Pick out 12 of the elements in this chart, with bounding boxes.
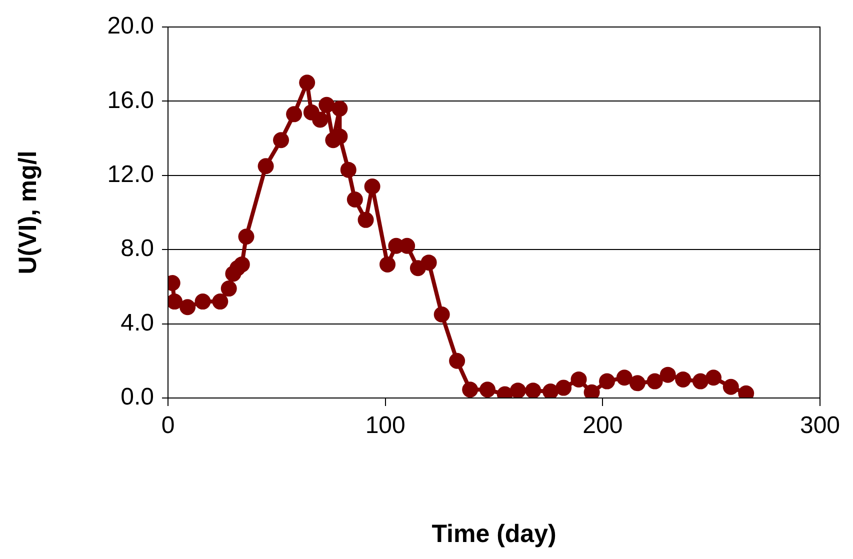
- x-tick-label: 0: [161, 412, 175, 440]
- x-tick-label: 200: [582, 412, 623, 440]
- y-tick-label: 0.0: [120, 384, 154, 411]
- y-tick-label: 8.0: [120, 235, 154, 262]
- y-tick-label: 16.0: [107, 86, 154, 114]
- y-tick-label: 20.0: [107, 12, 154, 40]
- y-tick-label: 12.0: [107, 161, 154, 188]
- y-axis-title: U(VI), mg/l: [14, 150, 42, 274]
- x-axis-title: Time (day): [432, 520, 556, 548]
- x-tick-label: 300: [800, 412, 840, 440]
- y-tick-label: 4.0: [120, 309, 154, 336]
- x-tick-label: 100: [365, 412, 406, 440]
